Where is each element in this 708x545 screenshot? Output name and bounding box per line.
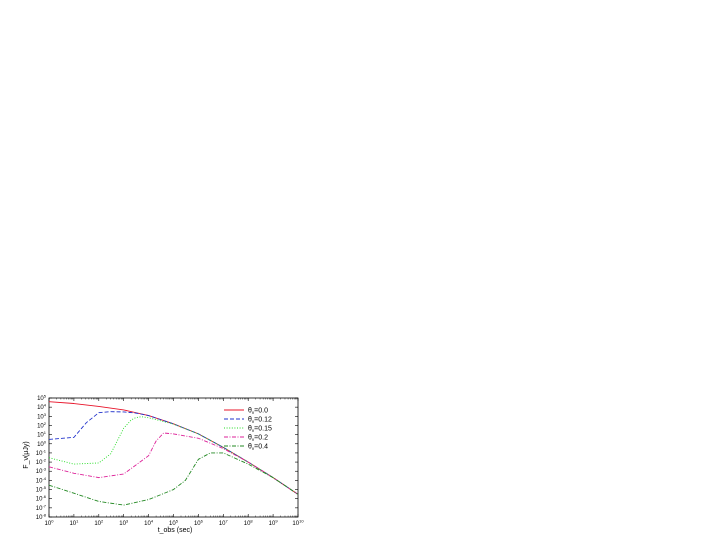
y-tick-label: 10-6	[36, 494, 47, 503]
y-tick-label: 10-7	[36, 503, 47, 512]
x-tick-label: 1010	[292, 519, 304, 528]
series-layer	[48, 401, 299, 506]
y-axis-ticks: 10-810-710-610-510-410-310-210-110010110…	[36, 394, 298, 522]
x-tick-label: 103	[119, 519, 129, 528]
series-line-5	[48, 452, 299, 506]
y-tick-label: 10-5	[36, 485, 47, 494]
y-tick-label: 105	[37, 394, 47, 403]
x-tick-label: 100	[45, 519, 55, 528]
x-tick-label: 108	[244, 519, 254, 528]
y-axis-label: F_ν(μJy)	[23, 441, 30, 468]
x-axis-label: t_obs (sec)	[158, 527, 193, 534]
y-tick-label: 10-3	[36, 467, 47, 476]
legend-entry: θv=0.15	[248, 426, 272, 434]
series-line-3	[48, 416, 299, 495]
y-tick-label: 102	[37, 421, 47, 430]
legend-entry: θv=0.2	[248, 435, 268, 443]
x-tick-label: 105	[169, 519, 179, 528]
x-tick-label: 107	[219, 519, 229, 528]
x-tick-label: 104	[144, 519, 154, 528]
series-line-4	[48, 432, 299, 495]
x-tick-label: 101	[69, 519, 79, 528]
legend-entry: θv=0.4	[248, 444, 268, 452]
y-tick-label: 10-8	[36, 513, 47, 522]
y-tick-label: 100	[37, 439, 47, 448]
y-tick-label: 104	[37, 403, 47, 412]
legend-entry: θv=0.12	[248, 417, 272, 425]
y-tick-label: 103	[37, 412, 47, 421]
y-tick-label: 10-4	[36, 476, 47, 485]
y-tick-label: 10-2	[36, 458, 47, 467]
y-tick-label: 10-1	[36, 448, 47, 457]
x-tick-label: 102	[94, 519, 104, 528]
y-tick-label: 101	[37, 430, 47, 439]
series-line-2	[48, 411, 299, 495]
legend-entry: θv=0.0	[248, 408, 268, 416]
x-axis-ticks: 100 101 102 103 104 105 106 107 108 109 1010	[45, 398, 304, 528]
x-tick-label: 109	[269, 519, 279, 528]
x-tick-label: 106	[194, 519, 204, 528]
